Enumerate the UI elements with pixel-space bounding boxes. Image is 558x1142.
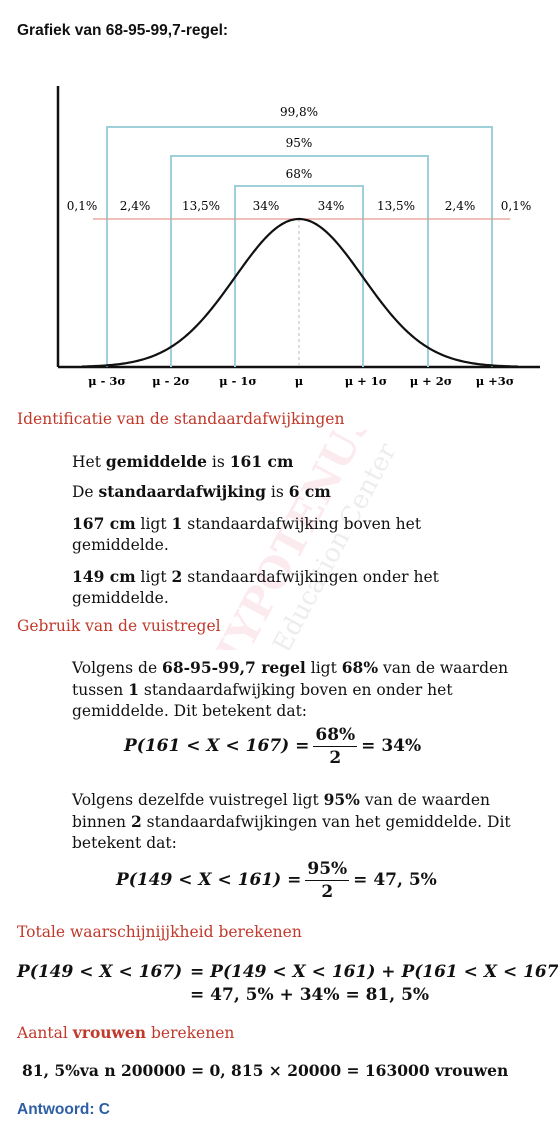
statement-167: 167 cm ligt 1 standaardafwijking boven h… <box>72 514 422 554</box>
segment-label: 2,4% <box>445 199 476 213</box>
axis-label: μ + 2σ <box>410 374 453 388</box>
page-title: Grafiek van 68-95-99,7-regel: <box>17 22 229 39</box>
bracket-label-68: 68% <box>286 167 313 181</box>
mean-statement: Het gemiddelde is 161 cm <box>72 452 294 471</box>
hypotenuse-watermark-logo: HYPOTENUSE Education Center <box>197 430 403 650</box>
section-heading-rule: Gebruik van de vuistregel <box>17 617 221 635</box>
axis-label: μ - 1σ <box>219 374 257 388</box>
bracket-label-95: 95% <box>286 136 313 150</box>
segment-label: 0,1% <box>501 199 532 213</box>
segment-label: 0,1% <box>67 199 98 213</box>
section-heading-total-probability: Totale waarschijnijjkheid berekenen <box>17 923 302 941</box>
equation-count-women: 81, 5%va n 200000 = 0, 815 × 20000 = 163… <box>22 1061 509 1080</box>
statement-149: 149 cm ligt 2 standaardafwijkingen onder… <box>72 567 439 607</box>
brackets <box>106 126 493 367</box>
axis-label: μ <box>295 374 304 388</box>
std-statement: De standaardafwijking is 6 cm <box>72 482 331 501</box>
axis-label: μ - 3σ <box>88 374 126 388</box>
bracket-3sigma <box>106 126 493 367</box>
segment-label: 34% <box>318 199 345 213</box>
axis-label: μ + 1σ <box>345 374 388 388</box>
segment-label: 2,4% <box>120 199 151 213</box>
segment-label: 13,5% <box>182 199 220 213</box>
equation-p-161-167: P(161 < X < 167) = 68% 2 = 34% <box>124 725 422 768</box>
empirical-rule-chart: 99,8% 95% 68% 0,1% 2,4% 13,5% 34% 34% 13… <box>56 86 540 388</box>
equation-total-line1: = P(149 < X < 161) + P(161 < X < 167) <box>190 962 558 982</box>
bracket-label-99-8: 99,8% <box>280 105 318 119</box>
equation-total-lhs: P(149 < X < 167) <box>17 962 183 982</box>
segment-label: 13,5% <box>377 199 415 213</box>
segment-label: 34% <box>253 199 280 213</box>
axis-label: μ +3σ <box>476 374 515 388</box>
answer: Antwoord: C <box>17 1101 110 1118</box>
rule-paragraph-68: Volgens de 68-95-99,7 regel ligt 68% van… <box>72 658 509 720</box>
rule-paragraph-95: Volgens dezelfde vuistregel ligt 95% van… <box>72 790 511 852</box>
equation-p-149-161: P(149 < X < 161) = 95% 2 = 47, 5% <box>116 859 437 902</box>
section-heading-count-women: Aantal vrouwen berekenen <box>17 1023 235 1042</box>
equation-total-line2: = 47, 5% + 34% = 81, 5% <box>190 985 430 1005</box>
section-heading-identification: Identificatie van de standaardafwijkinge… <box>17 410 345 428</box>
axis-label: μ - 2σ <box>152 374 190 388</box>
normal-curve <box>81 217 519 368</box>
bracket-2sigma <box>170 155 429 367</box>
